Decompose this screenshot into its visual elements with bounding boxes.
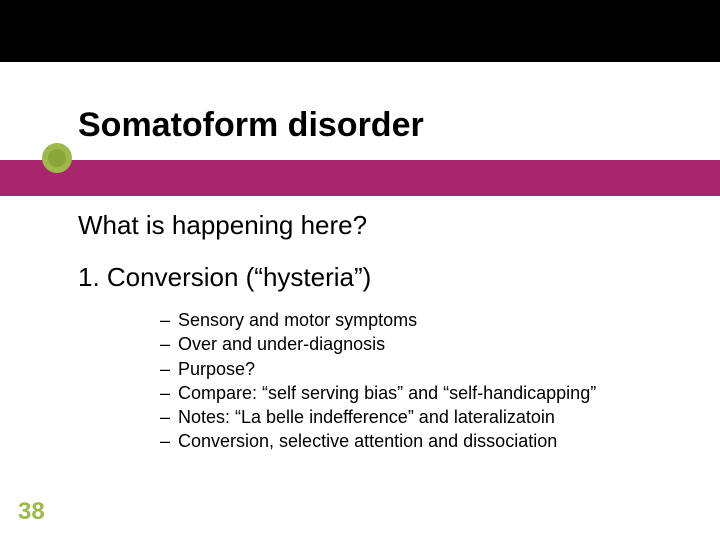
list-item: Sensory and motor symptoms (160, 308, 596, 332)
page-number: 38 (18, 498, 45, 526)
numbered-heading: 1. Conversion (“hysteria”) (78, 262, 371, 293)
slide-subtitle: What is happening here? (78, 210, 367, 241)
accent-dot-inner (48, 149, 66, 167)
slide: Somatoform disorder What is happening he… (0, 0, 720, 540)
slide-title: Somatoform disorder (78, 106, 424, 145)
list-item: Purpose? (160, 357, 596, 381)
list-item: Over and under-diagnosis (160, 332, 596, 356)
list-item: Conversion, selective attention and diss… (160, 429, 596, 453)
magenta-bar (0, 160, 720, 196)
list-item: Notes: “La belle indefference” and later… (160, 405, 596, 429)
top-black-bar (0, 0, 720, 62)
bullet-list: Sensory and motor symptoms Over and unde… (160, 308, 596, 454)
list-item: Compare: “self serving bias” and “self-h… (160, 381, 596, 405)
